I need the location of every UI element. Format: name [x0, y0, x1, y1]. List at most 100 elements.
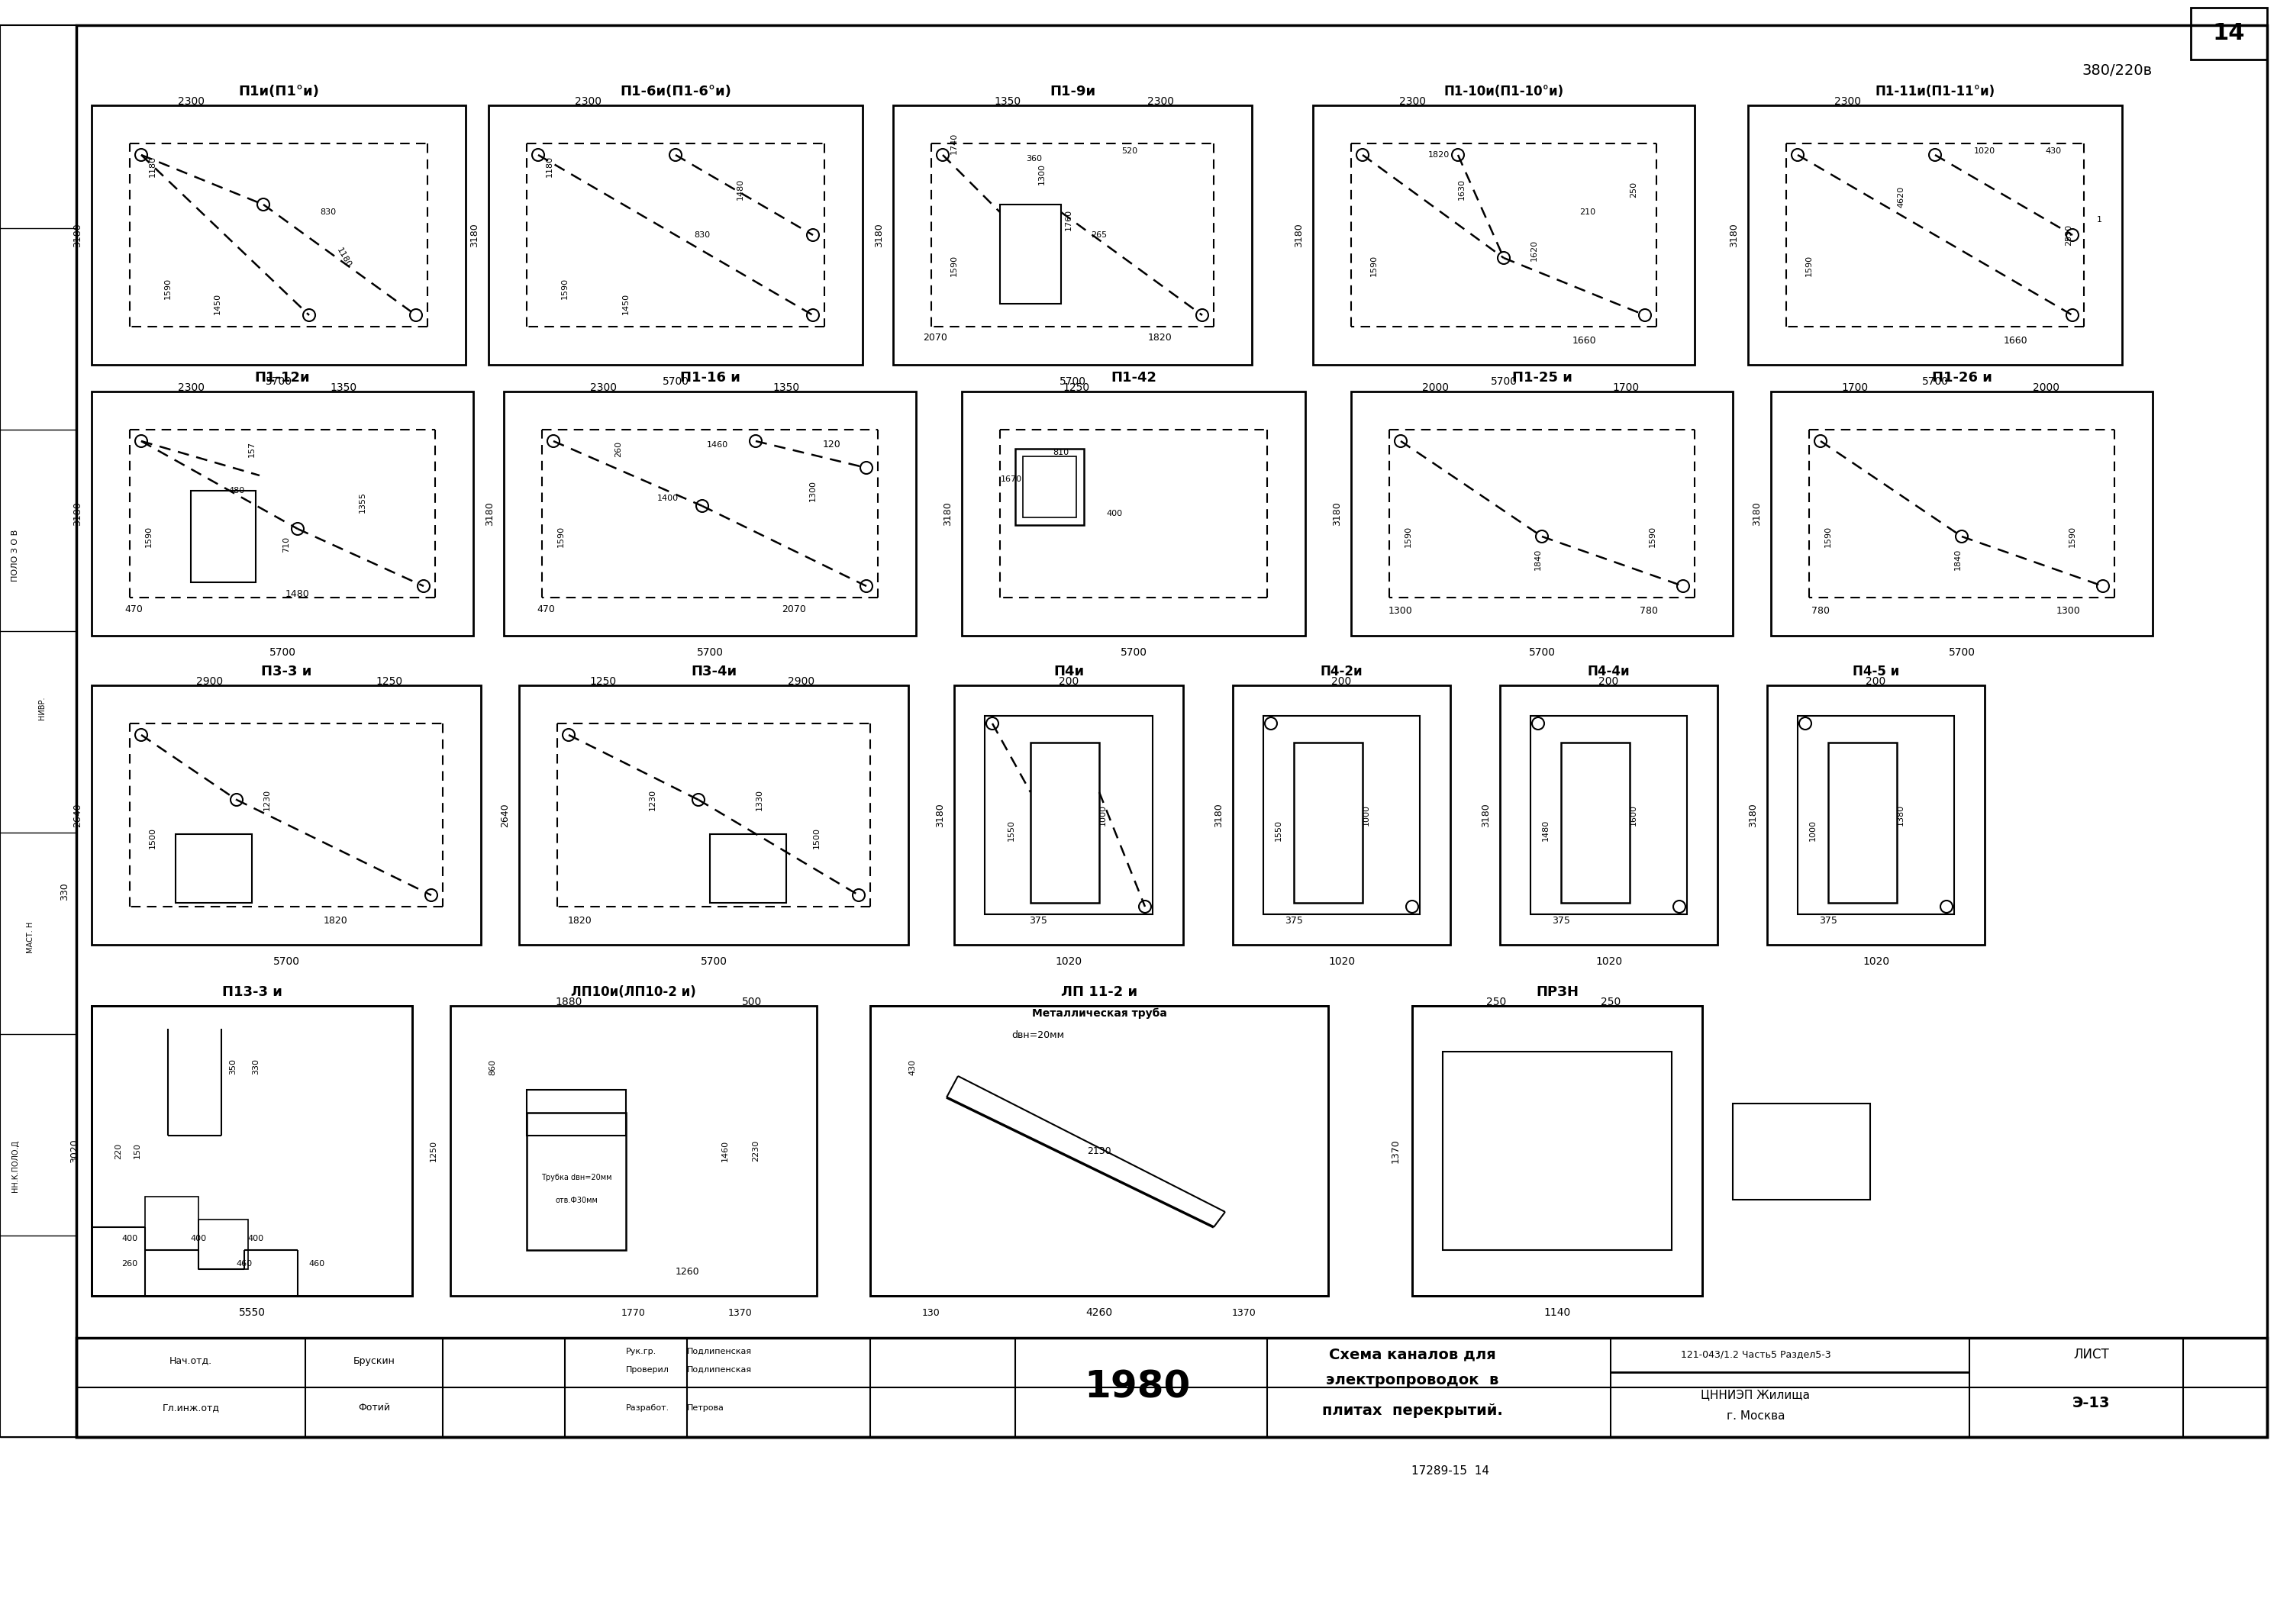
Text: 1590: 1590 [561, 278, 568, 299]
Text: 3180: 3180 [1482, 802, 1491, 827]
Text: 400: 400 [190, 1234, 206, 1242]
Text: П1и(П1°и): П1и(П1°и) [238, 84, 318, 99]
Text: 330: 330 [60, 882, 69, 900]
Text: 1: 1 [2098, 216, 2102, 224]
Text: 4620: 4620 [1896, 187, 1905, 208]
Text: 1760: 1760 [1065, 209, 1072, 231]
Text: 2640: 2640 [73, 802, 82, 827]
Text: 2900: 2900 [788, 676, 815, 687]
Text: 1370: 1370 [1390, 1138, 1399, 1163]
Text: 2900: 2900 [197, 676, 224, 687]
Text: П4и: П4и [1053, 664, 1083, 679]
Text: 1350: 1350 [772, 382, 799, 393]
Text: 5700: 5700 [266, 377, 293, 387]
Text: 1700: 1700 [1612, 382, 1640, 393]
Text: 2300: 2300 [179, 382, 204, 393]
Text: 1300: 1300 [1388, 606, 1413, 615]
Text: 1670: 1670 [1001, 476, 1021, 482]
Text: плитах  перекрытий.: плитах перекрытий. [1321, 1403, 1502, 1418]
Text: П1-16 и: П1-16 и [680, 370, 740, 385]
Bar [527, 1090, 625, 1135]
Bar [870, 1005, 1328, 1296]
Text: 1700: 1700 [1841, 382, 1869, 393]
Text: 1590: 1590 [1805, 255, 1814, 276]
Text: ПРЗН: ПРЗН [1537, 986, 1578, 999]
Text: Э-13: Э-13 [2072, 1395, 2111, 1410]
Text: 3180: 3180 [1214, 802, 1223, 827]
Bar [1798, 716, 1953, 914]
Bar [955, 685, 1184, 945]
Text: 1590: 1590 [1825, 526, 1832, 547]
Text: 375: 375 [1285, 916, 1303, 926]
Text: отв.Ф30мм: отв.Ф30мм [554, 1197, 598, 1205]
Text: 1350: 1350 [330, 382, 357, 393]
Bar [520, 685, 909, 945]
Bar [144, 1197, 199, 1250]
Text: 4260: 4260 [1085, 1307, 1113, 1319]
Text: 1020: 1020 [1056, 957, 1083, 966]
Bar [1747, 106, 2123, 365]
Text: П1-12и: П1-12и [254, 370, 309, 385]
Text: 3180: 3180 [1333, 502, 1342, 526]
Text: 470: 470 [124, 604, 142, 614]
Bar [190, 490, 256, 583]
Text: 1880: 1880 [554, 997, 582, 1007]
Text: 1770: 1770 [621, 1307, 646, 1317]
Text: 5700: 5700 [1949, 646, 1974, 658]
Text: 1230: 1230 [263, 789, 270, 810]
Text: 1020: 1020 [1328, 957, 1356, 966]
Text: 1000: 1000 [1363, 804, 1369, 825]
Bar [0, 26, 76, 1437]
Text: 250: 250 [1486, 997, 1507, 1007]
Bar [1443, 1052, 1672, 1250]
Text: 3180: 3180 [485, 502, 495, 526]
Text: Петрова: Петрова [687, 1405, 724, 1411]
Text: Рук.гр.: Рук.гр. [625, 1348, 657, 1356]
Text: 1260: 1260 [676, 1267, 698, 1276]
Text: 400: 400 [1106, 510, 1122, 518]
Text: П1-6и(П1-6°и): П1-6и(П1-6°и) [621, 84, 731, 99]
Bar [1530, 716, 1688, 914]
Text: П3-4и: П3-4и [692, 664, 737, 679]
Text: 2300: 2300 [575, 96, 600, 107]
Text: 1460: 1460 [721, 1140, 728, 1161]
Text: 1480: 1480 [1541, 820, 1550, 841]
Text: 14: 14 [2212, 21, 2244, 44]
Text: 780: 780 [1640, 606, 1658, 615]
Text: 1400: 1400 [657, 495, 678, 502]
Text: 250: 250 [1601, 997, 1621, 1007]
Text: НН.К.ПОЛО.Д: НН.К.ПОЛО.Д [11, 1140, 18, 1192]
Text: 375: 375 [1818, 916, 1837, 926]
Text: 400: 400 [247, 1234, 263, 1242]
Text: 2000: 2000 [2034, 382, 2059, 393]
Text: 1140: 1140 [1543, 1307, 1571, 1319]
Bar [1413, 1005, 1701, 1296]
Text: 3180: 3180 [934, 802, 946, 827]
Text: 1230: 1230 [648, 789, 657, 810]
Text: Разработ.: Разработ. [625, 1405, 669, 1411]
Text: П1-11и(П1-11°и): П1-11и(П1-11°и) [1876, 84, 1995, 99]
Bar [985, 716, 1152, 914]
Text: П1-26 и: П1-26 и [1933, 370, 1992, 385]
Text: Трубка dвн=20мм: Трубка dвн=20мм [540, 1174, 611, 1181]
Text: 830: 830 [321, 208, 337, 216]
Text: ЛП 11-2 и: ЛП 11-2 и [1060, 986, 1138, 999]
Text: 220: 220 [114, 1143, 121, 1160]
Text: 5700: 5700 [701, 957, 728, 966]
Bar [710, 835, 785, 903]
Text: П4-2и: П4-2и [1321, 664, 1363, 679]
Text: 520: 520 [1122, 148, 1138, 154]
Text: 375: 375 [1553, 916, 1571, 926]
Text: 1300: 1300 [808, 481, 818, 502]
Text: НИВР.: НИВР. [39, 697, 46, 719]
Text: 360: 360 [1026, 154, 1042, 162]
Text: 1740: 1740 [950, 133, 957, 154]
Text: 500: 500 [742, 997, 763, 1007]
Text: 5700: 5700 [273, 957, 300, 966]
Text: 780: 780 [1811, 606, 1830, 615]
Text: ПОЛО З О В: ПОЛО З О В [11, 529, 18, 581]
Text: 1000: 1000 [1099, 804, 1106, 825]
Text: 1250: 1250 [589, 676, 616, 687]
Text: Подлипенская: Подлипенская [687, 1348, 751, 1356]
Text: 380/220в: 380/220в [2082, 63, 2153, 78]
